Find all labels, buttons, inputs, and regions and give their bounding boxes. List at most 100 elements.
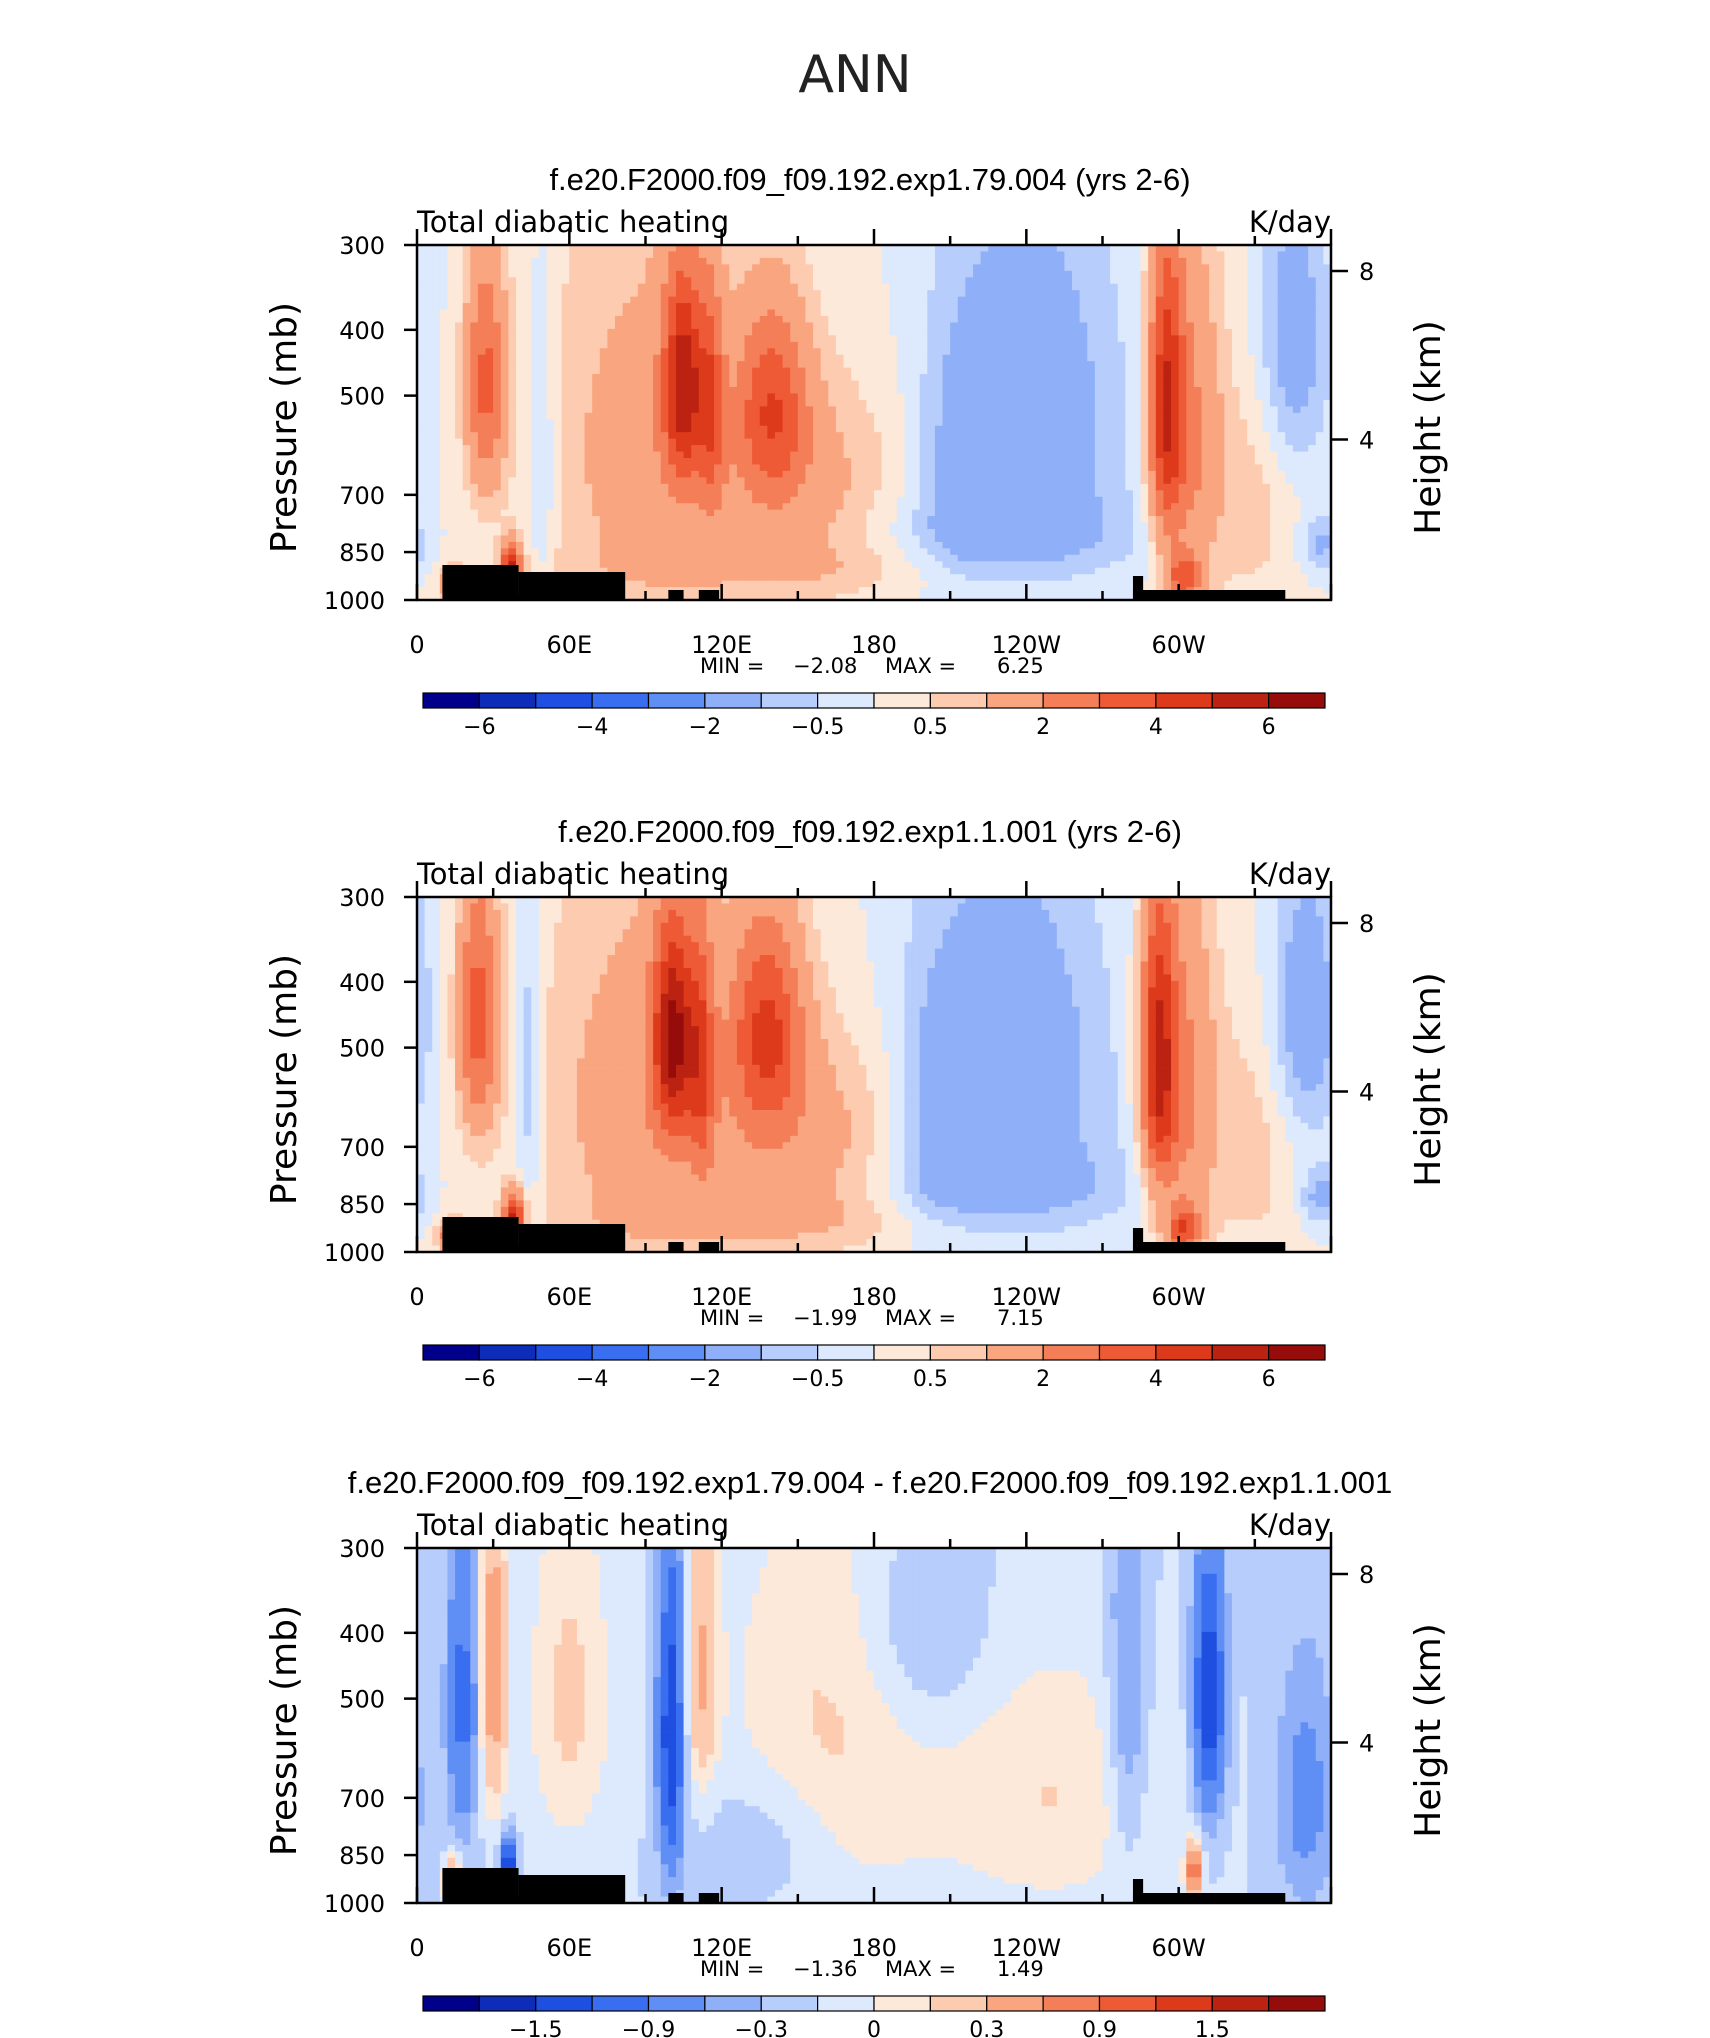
heatmap-cell [592,496,601,504]
heatmap-cell [1094,335,1104,343]
heatmap-cell [851,470,860,478]
heatmap-cell [866,516,875,524]
heatmap-cell [980,561,989,569]
heatmap-cell [1056,509,1066,517]
heatmap-cell [1026,535,1035,543]
heatmap-cell [584,548,593,556]
heatmap-cell [599,316,609,324]
heatmap-cell [1003,335,1012,343]
heatmap-cell [538,283,548,291]
heatmap-cell [607,458,616,466]
heatmap-cell [1056,445,1066,453]
heatmap-cell [439,548,449,556]
heatmap-cell [927,393,936,401]
heatmap-cell [622,419,631,427]
heatmap-cell [1102,496,1111,504]
heatmap-cell [424,328,433,336]
heatmap-cell [912,290,921,298]
heatmap-cell [531,393,540,401]
heatmap-cell [790,535,799,543]
heatmap-cell [813,425,822,433]
heatmap-cell [531,419,540,427]
heatmap-cell [828,541,837,549]
heatmap-cell [919,496,928,504]
heatmap-cell [607,477,616,485]
heatmap-cell [485,451,494,459]
heatmap-cell [516,283,525,291]
heatmap-cell [485,393,494,401]
heatmap-cell [599,561,609,569]
heatmap-cell [767,412,776,420]
heatmap-cell [1087,412,1096,420]
heatmap-cell [561,516,570,524]
heatmap-cell [599,341,609,349]
heatmap-cell [805,451,814,459]
heatmap-cell [592,328,601,336]
heatmap-cell [706,580,715,588]
heatmap-cell [1011,406,1020,414]
heatmap-cell [790,522,799,530]
heatmap-cell [919,593,928,601]
heatmap-cell [934,458,944,466]
heatmap-cell [1079,574,1088,582]
heatmap-cell [516,451,525,459]
heatmap-cell [546,425,555,433]
heatmap-cell [546,296,555,304]
heatmap-cell [500,490,509,498]
heatmap-cell [927,296,936,304]
heatmap-cell [942,309,951,317]
heatmap-cell [782,322,791,330]
heatmap-cell [752,445,761,453]
heatmap-cell [1056,535,1066,543]
heatmap-cell [866,548,875,556]
heatmap-cell [828,548,837,556]
heatmap-cell [790,496,799,504]
heatmap-cell [813,593,822,601]
heatmap-cell [721,354,730,362]
heatmap-cell [1018,283,1027,291]
heatmap-cell [828,561,837,569]
heatmap-cell [934,541,944,549]
heatmap-cell [576,516,586,524]
heatmap-cell [828,245,837,253]
heatmap-cell [752,367,761,375]
heatmap-cell [851,348,860,356]
heatmap-cell [447,548,456,556]
heatmap-cell [896,567,906,575]
heatmap-cell [790,438,799,446]
heatmap-cell [599,490,609,498]
heatmap-cell [950,393,959,401]
heatmap-cell [432,328,441,336]
heatmap-cell [942,445,951,453]
heatmap-cell [1011,548,1020,556]
heatmap-cell [752,509,761,517]
heatmap-cell [1003,245,1012,253]
heatmap-cell [843,341,852,349]
heatmap-cell [531,496,540,504]
heatmap-cell [630,393,639,401]
heatmap-cell [736,445,746,453]
heatmap-cell [851,251,860,259]
heatmap-cell [942,374,951,382]
heatmap-cell [919,264,928,272]
heatmap-cell [874,419,883,427]
heatmap-cell [477,464,487,472]
heatmap-cell [1064,296,1073,304]
heatmap-cell [691,374,700,382]
heatmap-cell [828,477,837,485]
heatmap-cell [995,541,1005,549]
heatmap-cell [881,283,890,291]
heatmap-cell [462,529,471,537]
heatmap-cell [721,503,730,511]
heatmap-cell [744,445,753,453]
heatmap-cell [615,328,624,336]
heatmap-cell [1026,387,1035,395]
heatmap-cell [858,477,867,485]
heatmap-cell [805,554,814,562]
heatmap-cell [889,348,898,356]
heatmap-cell [736,380,746,388]
heatmap-cell [485,322,494,330]
heatmap-cell [1056,406,1066,414]
heatmap-cell [752,296,761,304]
heatmap-cell [957,335,966,343]
